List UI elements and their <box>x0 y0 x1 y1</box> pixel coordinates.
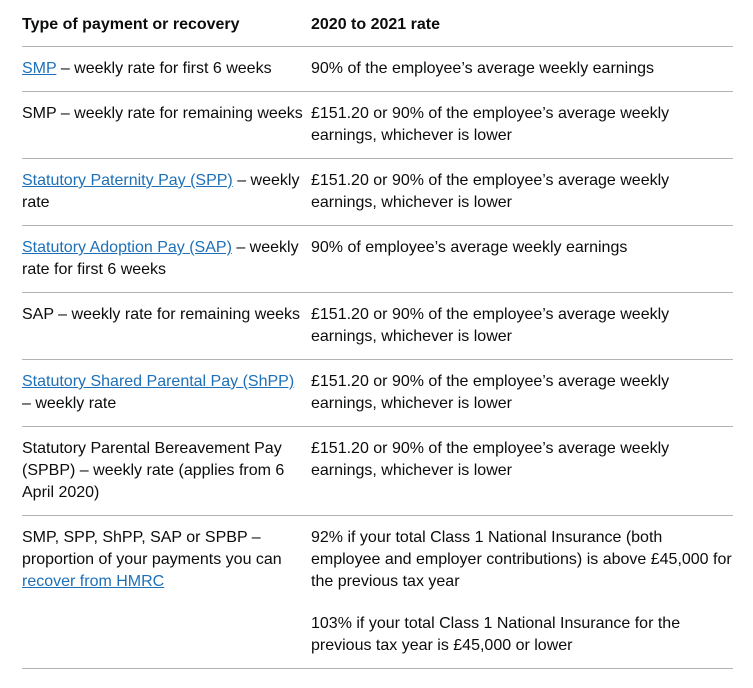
rate-text: 90% of the employee’s average weekly ear… <box>311 60 655 77</box>
rate-cell: 90% of the employee’s average weekly ear… <box>311 46 733 92</box>
smp-link[interactable]: SMP <box>22 60 57 77</box>
table-row: Statutory Adoption Pay (SAP) – weekly ra… <box>22 225 733 293</box>
table-row: SMP, SPP, ShPP, SAP or SPBP – proportion… <box>22 515 733 669</box>
rate-text: £151.20 or 90% of the employee’s average… <box>311 172 670 211</box>
payment-text: – weekly rate for first 6 weeks <box>22 239 299 278</box>
column-header-payment-type: Type of payment or recovery <box>22 14 311 47</box>
payment-cell: Statutory Parental Bereavement Pay (SPBP… <box>22 426 311 516</box>
table-row: SMP – weekly rate for remaining weeks £1… <box>22 91 733 159</box>
rate-cell: £151.20 or 90% of the employee’s average… <box>311 426 733 516</box>
rate-text: 90% of employee’s average weekly earning… <box>311 239 628 256</box>
table-row: Statutory Shared Parental Pay (ShPP) – w… <box>22 359 733 427</box>
rate-text: 92% if your total Class 1 National Insur… <box>311 529 732 590</box>
payment-text: SMP, SPP, ShPP, SAP or SPBP – proportion… <box>22 529 282 568</box>
rate-text: £151.20 or 90% of the employee’s average… <box>311 306 670 345</box>
payment-text: – weekly rate <box>22 395 117 412</box>
payment-cell: Statutory Shared Parental Pay (ShPP) – w… <box>22 359 311 427</box>
rate-cell: £151.20 or 90% of the employee’s average… <box>311 158 733 226</box>
column-header-rate: 2020 to 2021 rate <box>311 14 733 47</box>
shpp-link[interactable]: Statutory Shared Parental Pay (ShPP) <box>22 373 295 390</box>
rate-cell: 90% of employee’s average weekly earning… <box>311 225 733 293</box>
recover-from-hmrc-link[interactable]: recover from HMRC <box>22 573 165 590</box>
payment-text: SAP – weekly rate for remaining weeks <box>22 306 301 323</box>
table-header-row: Type of payment or recovery 2020 to 2021… <box>22 14 733 47</box>
rates-table: Type of payment or recovery 2020 to 2021… <box>22 14 733 669</box>
payment-cell: SAP – weekly rate for remaining weeks <box>22 292 311 360</box>
payment-text: – weekly rate for first 6 weeks <box>56 60 272 77</box>
rate-cell: £151.20 or 90% of the employee’s average… <box>311 359 733 427</box>
table-row: SMP – weekly rate for first 6 weeks 90% … <box>22 46 733 92</box>
rate-text: £151.20 or 90% of the employee’s average… <box>311 373 670 412</box>
spp-link[interactable]: Statutory Paternity Pay (SPP) <box>22 172 233 189</box>
payment-cell: Statutory Adoption Pay (SAP) – weekly ra… <box>22 225 311 293</box>
rate-cell: £151.20 or 90% of the employee’s average… <box>311 292 733 360</box>
rate-text: £151.20 or 90% of the employee’s average… <box>311 105 670 144</box>
payment-text: SMP – weekly rate for remaining weeks <box>22 105 303 122</box>
payment-cell: SMP – weekly rate for remaining weeks <box>22 91 311 159</box>
table-row: Statutory Parental Bereavement Pay (SPBP… <box>22 426 733 516</box>
table-row: SAP – weekly rate for remaining weeks £1… <box>22 292 733 360</box>
rate-text: £151.20 or 90% of the employee’s average… <box>311 440 670 479</box>
payment-text: – weekly rate <box>22 172 300 211</box>
rate-text: 103% if your total Class 1 National Insu… <box>311 615 681 654</box>
table-row: Statutory Paternity Pay (SPP) – weekly r… <box>22 158 733 226</box>
payment-text: Statutory Parental Bereavement Pay (SPBP… <box>22 440 285 501</box>
rate-cell: £151.20 or 90% of the employee’s average… <box>311 91 733 159</box>
payment-cell: SMP, SPP, ShPP, SAP or SPBP – proportion… <box>22 515 311 669</box>
payment-cell: Statutory Paternity Pay (SPP) – weekly r… <box>22 158 311 226</box>
payment-cell: SMP – weekly rate for first 6 weeks <box>22 46 311 92</box>
sap-link[interactable]: Statutory Adoption Pay (SAP) <box>22 239 232 256</box>
rate-cell: 92% if your total Class 1 National Insur… <box>311 515 733 669</box>
